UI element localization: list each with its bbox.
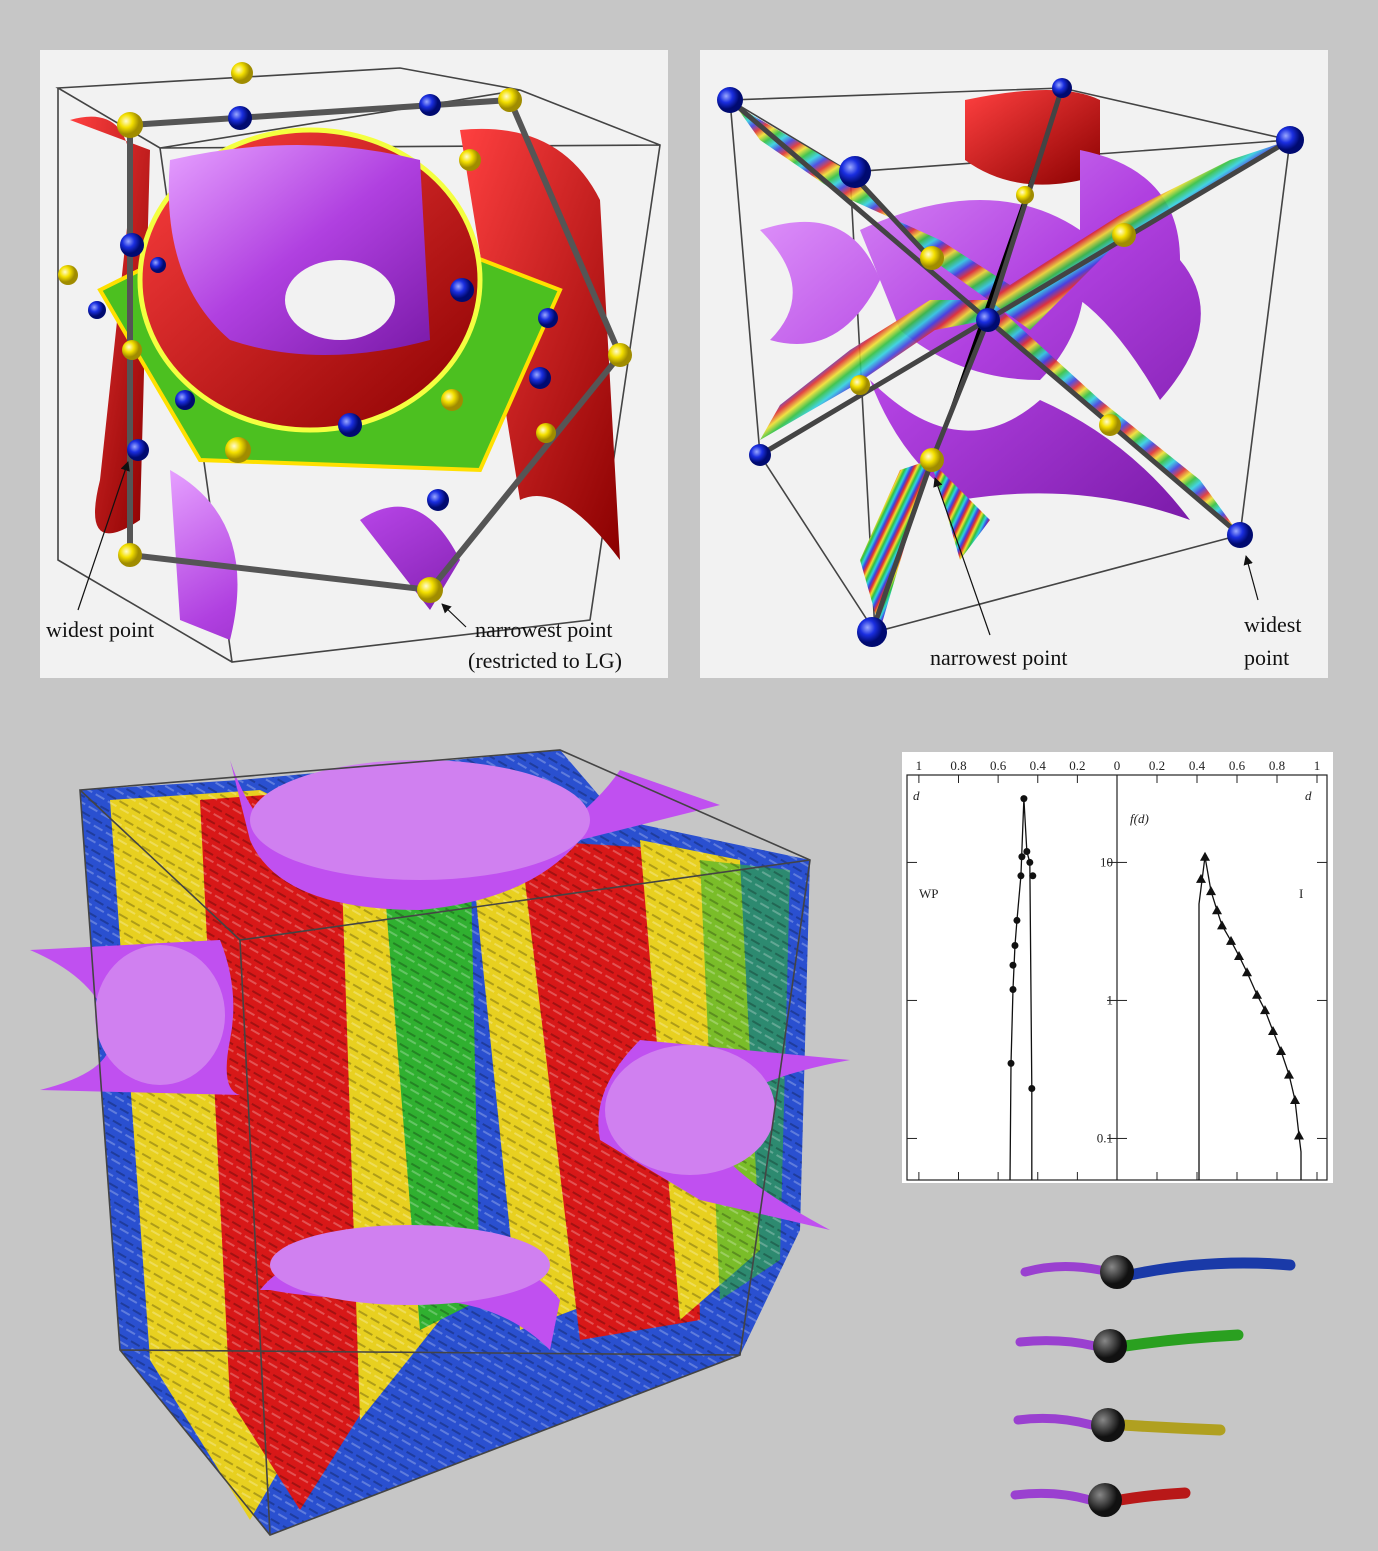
y-tick-label: 0.1 xyxy=(1097,1130,1113,1145)
panel-top-right: narrowest point widest point xyxy=(700,50,1328,678)
distribution-plot: 0.1110f(d)10.80.60.40.2dWP00.20.40.60.81… xyxy=(902,752,1333,1183)
point xyxy=(1009,986,1017,994)
label: point xyxy=(1244,645,1289,670)
point xyxy=(1011,942,1019,950)
point xyxy=(1284,1069,1294,1079)
point xyxy=(1212,905,1222,915)
x-tick-label: 0.4 xyxy=(1189,758,1206,773)
point xyxy=(1017,872,1025,880)
x-tick-label: 0.2 xyxy=(1069,758,1085,773)
label: narrowest point xyxy=(930,645,1067,670)
x-tick-label: 0.6 xyxy=(990,758,1007,773)
panel-label: WP xyxy=(919,886,939,901)
point xyxy=(1226,935,1236,945)
point xyxy=(1234,950,1244,960)
x-tick-label: 1 xyxy=(1314,758,1321,773)
point xyxy=(1260,1005,1270,1015)
point xyxy=(1200,851,1210,861)
panel-label: I xyxy=(1299,886,1303,901)
point xyxy=(1252,989,1262,999)
x-tick-label: 0 xyxy=(1114,758,1121,773)
panel-top-left: widest point narrowest point (restricted… xyxy=(40,50,668,678)
point xyxy=(1206,886,1216,896)
point xyxy=(1276,1046,1286,1056)
label: (restricted to LG) xyxy=(468,648,622,673)
x-tick-label: 0.8 xyxy=(1269,758,1285,773)
x-tick-label: 0.2 xyxy=(1149,758,1165,773)
x-axis-label: d xyxy=(1305,788,1312,803)
point xyxy=(1026,858,1034,866)
x-tick-label: 0.6 xyxy=(1229,758,1246,773)
point xyxy=(1009,961,1017,969)
point xyxy=(1020,795,1028,803)
label: narrowest point xyxy=(475,617,612,642)
y-axis-label: f(d) xyxy=(1130,811,1149,826)
x-tick-label: 0.4 xyxy=(1030,758,1047,773)
point xyxy=(1023,847,1031,855)
point xyxy=(1013,916,1021,924)
point xyxy=(1268,1026,1278,1036)
label: widest point xyxy=(46,617,154,642)
y-tick-label: 10 xyxy=(1100,854,1113,869)
simulation-render xyxy=(30,749,850,1536)
point xyxy=(1217,920,1227,930)
point xyxy=(1242,967,1252,977)
x-axis-label: d xyxy=(913,788,920,803)
point xyxy=(1029,872,1037,880)
x-tick-label: 1 xyxy=(916,758,923,773)
point xyxy=(1018,853,1026,861)
point xyxy=(1294,1130,1304,1140)
point xyxy=(1290,1094,1300,1104)
point xyxy=(1028,1085,1036,1093)
point xyxy=(1007,1059,1015,1067)
point xyxy=(1196,873,1206,883)
x-tick-label: 0.8 xyxy=(950,758,966,773)
label: widest xyxy=(1244,612,1301,637)
molecules xyxy=(1010,1255,1296,1517)
curve xyxy=(1198,856,1302,1180)
